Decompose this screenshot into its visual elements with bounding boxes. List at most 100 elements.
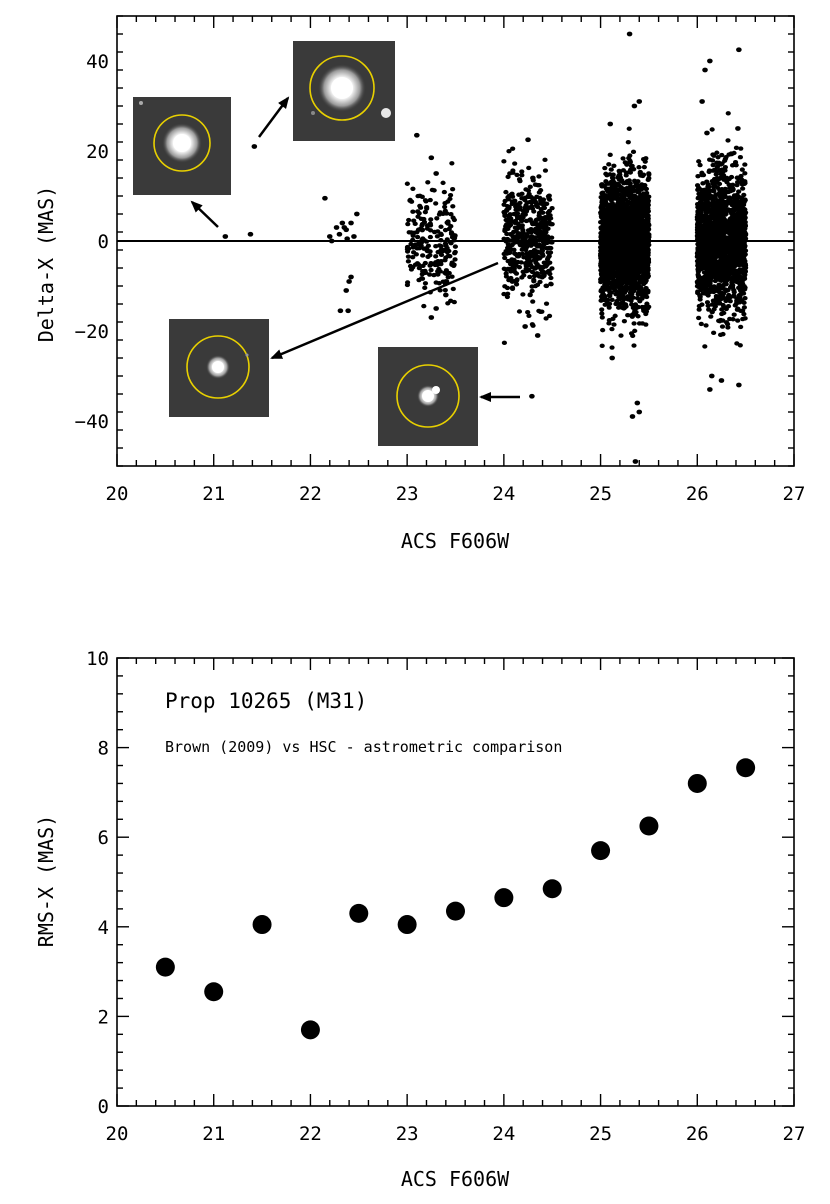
- data-point: [537, 255, 543, 260]
- data-point: [634, 400, 641, 406]
- data-point: [536, 174, 542, 179]
- data-point: [743, 231, 749, 236]
- aperture-circle: [309, 55, 375, 121]
- x-tick-label: 25: [589, 1123, 612, 1145]
- data-point: [696, 185, 702, 190]
- data-point: [440, 247, 446, 253]
- data-point: [711, 189, 717, 194]
- data-point: [502, 284, 508, 289]
- data-point: [616, 187, 622, 193]
- data-point: [644, 275, 651, 280]
- data-point: [614, 289, 620, 295]
- data-point: [427, 223, 434, 228]
- data-point: [742, 269, 748, 274]
- data-point: [644, 190, 650, 196]
- data-point: [512, 161, 518, 166]
- data-point: [611, 234, 617, 240]
- inset-bright-star-a: [133, 97, 231, 195]
- delta-x-ticks: [116, 15, 795, 467]
- x-tick-label: 21: [202, 1123, 225, 1145]
- data-point: [419, 223, 425, 228]
- data-point: [408, 241, 414, 247]
- data-point: [421, 219, 428, 225]
- data-point: [523, 187, 529, 192]
- data-point: [742, 316, 748, 321]
- data-point: [715, 199, 721, 204]
- data-point: [631, 103, 638, 109]
- y-tick-label: 40: [86, 51, 109, 73]
- data-point: [628, 313, 635, 318]
- data-point: [433, 306, 439, 311]
- data-point: [641, 294, 647, 299]
- data-point: [521, 273, 527, 278]
- data-point: [626, 285, 632, 291]
- data-point: [505, 174, 511, 180]
- data-point: [725, 189, 732, 195]
- data-point: [519, 169, 525, 174]
- companion-star: [432, 386, 440, 394]
- data-point: [608, 179, 614, 185]
- data-point: [621, 196, 627, 201]
- data-point: [640, 221, 647, 227]
- data-point: [725, 287, 731, 293]
- star-core: [331, 77, 353, 99]
- data-point: [704, 224, 710, 229]
- data-point: [428, 267, 434, 273]
- data-point: [603, 241, 609, 246]
- data-point: [548, 281, 554, 287]
- data-point: [501, 291, 507, 297]
- data-point: [543, 316, 549, 321]
- data-point: [434, 234, 440, 239]
- data-point: [734, 179, 741, 185]
- data-point: [628, 167, 634, 172]
- data-point: [605, 196, 611, 201]
- data-point: [527, 254, 533, 260]
- data-point: [703, 280, 709, 285]
- data-point: [598, 206, 604, 211]
- data-point: [716, 228, 722, 234]
- data-point: [645, 218, 651, 223]
- data-point: [336, 231, 343, 237]
- data-point: [339, 220, 346, 226]
- data-point: [734, 341, 740, 346]
- data-point: [527, 205, 533, 210]
- data-point: [520, 230, 526, 235]
- data-point: [636, 253, 642, 259]
- data-point: [641, 164, 647, 170]
- data-point: [738, 324, 744, 330]
- data-point: [719, 266, 725, 271]
- data-point: [602, 165, 608, 171]
- data-point: [603, 282, 609, 287]
- data-point: [613, 301, 619, 307]
- data-point: [326, 234, 333, 239]
- data-point: [416, 211, 422, 216]
- data-point: [450, 286, 456, 292]
- data-point: [711, 153, 717, 158]
- data-point: [715, 155, 721, 160]
- data-point: [702, 67, 708, 73]
- data-point: [605, 266, 611, 271]
- data-point: [447, 254, 453, 259]
- data-point: [519, 173, 525, 178]
- rms-point: [446, 901, 465, 921]
- data-point: [635, 290, 642, 295]
- data-point: [504, 222, 510, 227]
- data-point: [607, 191, 613, 196]
- data-point: [623, 252, 629, 258]
- data-point: [708, 284, 715, 289]
- data-point: [737, 206, 743, 212]
- data-point: [540, 264, 547, 270]
- data-point: [531, 247, 538, 253]
- data-point: [699, 280, 705, 285]
- data-point: [698, 210, 704, 215]
- data-point: [517, 178, 523, 184]
- data-point: [445, 275, 451, 280]
- data-point: [517, 223, 523, 228]
- data-point: [729, 225, 736, 230]
- data-point: [428, 155, 435, 161]
- data-point: [711, 181, 717, 186]
- data-point: [503, 189, 509, 195]
- data-point: [739, 246, 745, 252]
- data-point: [527, 241, 533, 246]
- data-point: [601, 193, 608, 199]
